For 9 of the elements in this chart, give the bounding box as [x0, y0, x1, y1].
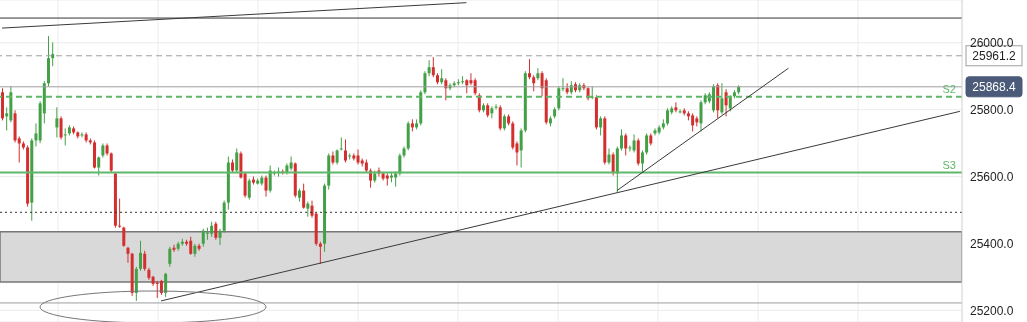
ref-line-label: 25868.4	[972, 79, 1017, 94]
y-tick-label: 25400.0	[970, 236, 1014, 251]
annotation: S3	[942, 158, 956, 171]
y-tick-label: 25800.0	[970, 102, 1014, 117]
y-tick-label: 25200.0	[970, 303, 1014, 318]
ref-line-label: 25961.2	[972, 48, 1017, 63]
y-tick-label: 25600.0	[970, 169, 1014, 184]
annotation: S2	[942, 82, 956, 95]
y-tick-label: 26000.0	[970, 36, 1014, 51]
